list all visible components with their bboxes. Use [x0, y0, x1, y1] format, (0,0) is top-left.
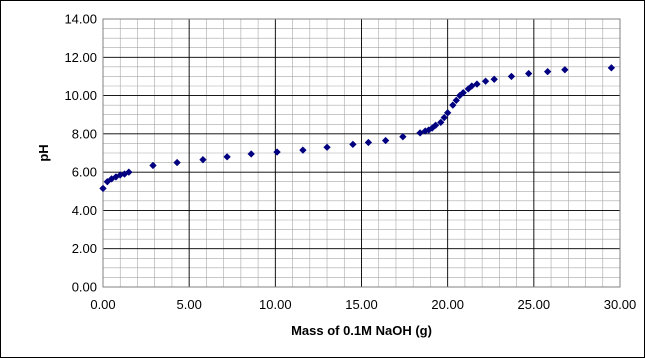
y-tick-label: 8.00	[72, 126, 97, 141]
x-tick-label: 10.00	[259, 297, 292, 312]
data-point	[349, 140, 357, 149]
data-point	[103, 177, 112, 186]
data-point	[431, 121, 440, 129]
data-point	[381, 136, 390, 145]
x-tick-label: 20.00	[431, 297, 464, 312]
data-points	[99, 64, 616, 193]
data-point	[459, 88, 467, 97]
y-tick-label: 10.00	[64, 88, 97, 103]
plot-area-border	[102, 18, 621, 288]
data-point	[399, 132, 407, 141]
y-axis-title: pH	[36, 144, 51, 161]
x-tick-label: 15.00	[345, 297, 378, 312]
y-tick-label: 2.00	[72, 241, 97, 256]
data-point	[125, 168, 133, 176]
data-point	[323, 143, 331, 152]
data-point	[223, 153, 231, 161]
x-tick-label: 25.00	[518, 297, 551, 312]
data-point	[149, 161, 157, 170]
x-axis-ticks: 0.00 5.00 10.00 15.00 20.00 25.00 30.00	[90, 297, 636, 312]
data-point	[299, 146, 307, 154]
x-tick-label: 5.00	[177, 297, 202, 312]
data-point	[481, 77, 490, 85]
data-point	[507, 72, 516, 81]
data-point	[364, 138, 373, 147]
data-point	[543, 67, 552, 76]
data-point	[199, 155, 207, 164]
y-tick-label: 12.00	[64, 50, 97, 65]
data-point	[173, 158, 181, 167]
x-tick-label: 30.00	[604, 297, 637, 312]
data-point	[99, 184, 107, 193]
data-point	[473, 80, 481, 88]
x-tick-label: 0.00	[90, 297, 115, 312]
data-point	[607, 64, 616, 72]
y-axis-ticks: 0.00 2.00 4.00 6.00 8.00 10.00 12.00 14.00	[64, 12, 97, 295]
y-tick-label: 0.00	[72, 280, 97, 295]
data-point	[452, 96, 461, 105]
y-tick-label: 4.00	[72, 203, 97, 218]
data-point	[247, 150, 255, 158]
data-point	[273, 148, 281, 156]
data-point	[437, 118, 445, 127]
data-point	[449, 101, 457, 109]
data-point	[443, 109, 452, 117]
data-point	[524, 69, 533, 78]
data-point	[440, 113, 448, 122]
data-point	[561, 65, 569, 74]
x-axis-title: Mass of 0.1M NaOH (g)	[291, 323, 432, 338]
y-tick-label: 14.00	[64, 12, 97, 27]
y-tick-label: 6.00	[72, 165, 97, 180]
data-point	[490, 75, 498, 84]
